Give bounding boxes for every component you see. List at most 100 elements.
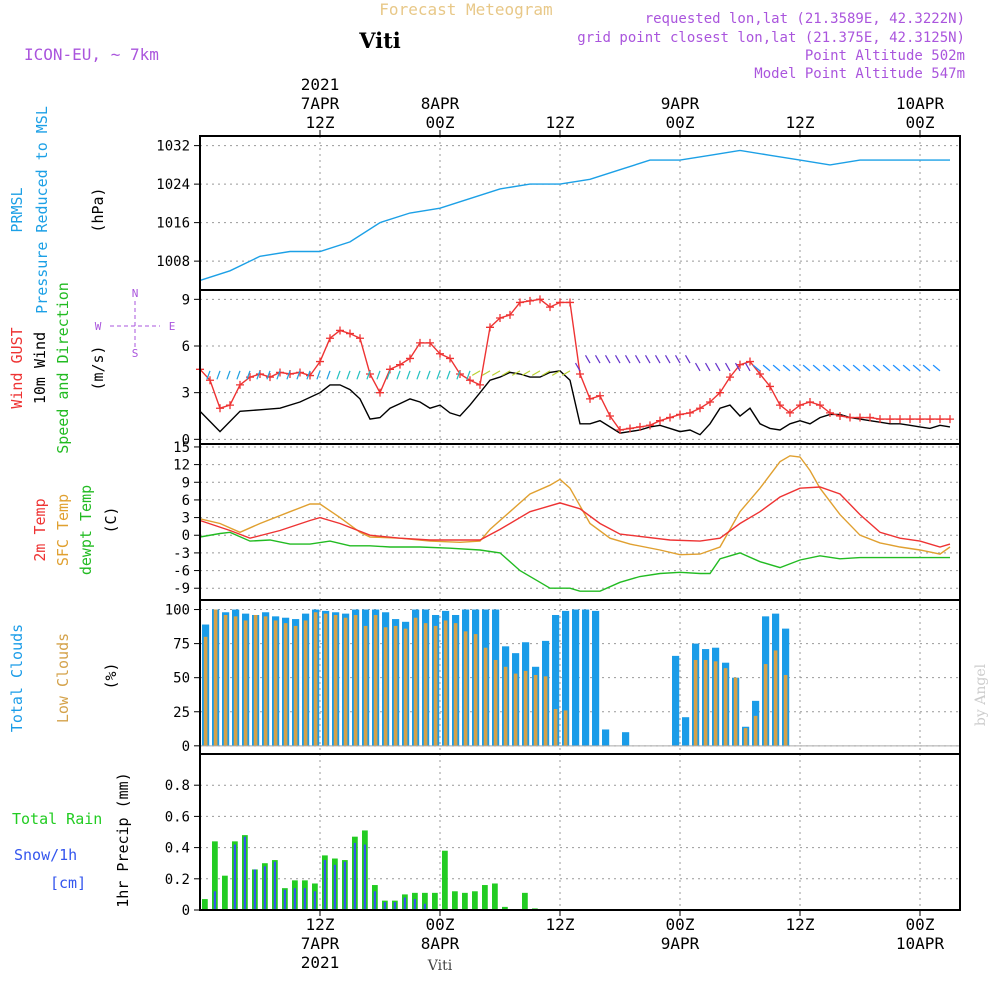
wind-arrow <box>481 370 491 376</box>
low-cloud-bar <box>413 617 418 746</box>
gust-marker <box>356 334 364 343</box>
temp-label-dewpt: dewpt Temp <box>77 485 95 575</box>
gust-marker <box>856 413 864 422</box>
gust-marker <box>506 310 514 319</box>
wind-arrow <box>276 370 281 380</box>
wind-arrow <box>346 370 351 380</box>
low-cloud-bar <box>373 614 378 746</box>
snow-bar <box>363 844 366 910</box>
compass-north: N <box>132 287 139 300</box>
time-label-top: 2021 <box>301 75 340 94</box>
wind-arrow <box>256 370 261 380</box>
rain-bar <box>432 892 438 910</box>
wind-arrow <box>456 370 461 380</box>
low-cloud-bar <box>313 612 318 746</box>
low-cloud-bar <box>363 625 368 746</box>
rain-bar <box>492 883 498 910</box>
gust-marker <box>926 415 934 424</box>
wind-arrow <box>822 364 831 372</box>
snow-bar <box>303 888 306 910</box>
wind-label-10m: 10m Wind <box>31 332 49 404</box>
time-label-bottom: 12Z <box>306 915 335 934</box>
wind-arrow <box>882 364 891 372</box>
snow-bar <box>233 844 236 910</box>
wind-arrow <box>714 362 721 372</box>
low-cloud-bar <box>213 609 218 746</box>
pressure-label-prmsl: PRMSL <box>8 187 26 232</box>
gust-marker <box>616 426 624 434</box>
low-cloud-bar <box>493 659 498 746</box>
wind-arrow <box>416 370 421 380</box>
data-layer <box>196 149 960 910</box>
gust-marker <box>306 371 314 380</box>
low-cloud-bar <box>303 620 308 746</box>
wind-arrow <box>426 370 431 380</box>
temp-panel <box>199 443 961 601</box>
wind-arrow <box>604 355 611 364</box>
low-cloud-bar <box>513 673 518 746</box>
gust-marker <box>936 415 944 424</box>
time-label-bottom: 2021 <box>301 953 340 972</box>
wind-arrow <box>892 364 901 372</box>
low-cloud-bar <box>753 715 758 746</box>
gust-marker <box>316 357 324 366</box>
wind-gust-line <box>199 298 950 431</box>
wind-arrow <box>336 370 341 380</box>
time-label-top: 00Z <box>666 113 695 132</box>
wind-arrow <box>674 355 681 364</box>
gust-marker <box>586 394 594 403</box>
wind-arrow <box>872 364 881 372</box>
rain-bar <box>442 850 448 910</box>
wind-arrow <box>501 370 511 376</box>
wind-arrow <box>216 370 221 380</box>
wind-arrow <box>594 355 601 364</box>
gust-marker <box>686 408 694 417</box>
time-label-bottom: 12Z <box>546 915 575 934</box>
wind-arrow <box>832 364 841 372</box>
gust-marker <box>606 412 614 420</box>
low-cloud-bar <box>423 623 428 746</box>
gust-marker <box>336 326 344 335</box>
model-altitude: Model Point Altitude 547m <box>754 66 965 82</box>
total-cloud-bar <box>562 610 570 746</box>
wind-arrow <box>644 355 651 364</box>
low-cloud-bar <box>563 710 568 746</box>
wind-arrow <box>624 355 631 364</box>
gust-marker <box>226 401 234 410</box>
wind-arrow <box>541 370 551 376</box>
gust-marker <box>766 382 774 391</box>
rain-bar <box>452 891 458 910</box>
gust-marker <box>736 360 744 369</box>
wind-arrow <box>306 370 311 380</box>
low-cloud-bar <box>293 625 298 746</box>
wind-arrow <box>574 362 581 372</box>
compass-east: E <box>169 320 176 333</box>
gust-marker <box>426 338 434 347</box>
wind-arrow <box>471 370 481 376</box>
gust-marker <box>346 329 354 338</box>
total-cloud-bar <box>552 614 560 746</box>
snow-bar <box>313 891 316 910</box>
time-label-top: 8APR <box>421 94 460 113</box>
low-cloud-bar <box>453 623 458 746</box>
rain-bar <box>522 892 528 910</box>
compass-south: S <box>132 347 139 360</box>
total-cloud-bar <box>672 655 680 746</box>
wind-arrow <box>912 364 921 372</box>
gust-marker <box>526 296 534 305</box>
time-label-top: 7APR <box>301 94 340 113</box>
rain-bar <box>422 892 428 910</box>
pressure-tick-label: 1032 <box>156 139 190 155</box>
wind-arrow <box>772 364 781 372</box>
clouds-tick-label: 0 <box>182 739 190 755</box>
wind-arrow <box>236 370 241 380</box>
gust-marker <box>666 413 674 422</box>
wind-arrow <box>396 370 401 380</box>
gust-marker <box>436 349 444 358</box>
temp-tick-label: 6 <box>182 493 190 509</box>
wind-arrow <box>862 364 871 372</box>
station-title: Viti <box>358 28 401 53</box>
gust-marker <box>816 401 824 410</box>
precip-label-cm: [cm] <box>50 874 86 892</box>
